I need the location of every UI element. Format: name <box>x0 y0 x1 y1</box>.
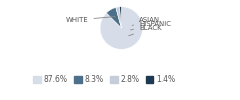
Text: ASIAN: ASIAN <box>132 17 160 26</box>
Wedge shape <box>120 7 121 28</box>
Wedge shape <box>106 8 121 28</box>
Text: HISPANIC: HISPANIC <box>131 21 171 30</box>
Text: BLACK: BLACK <box>129 26 162 36</box>
Text: WHITE: WHITE <box>66 17 115 23</box>
Wedge shape <box>116 7 121 28</box>
Wedge shape <box>100 7 143 49</box>
Legend: 87.6%, 8.3%, 2.8%, 1.4%: 87.6%, 8.3%, 2.8%, 1.4% <box>33 75 175 84</box>
